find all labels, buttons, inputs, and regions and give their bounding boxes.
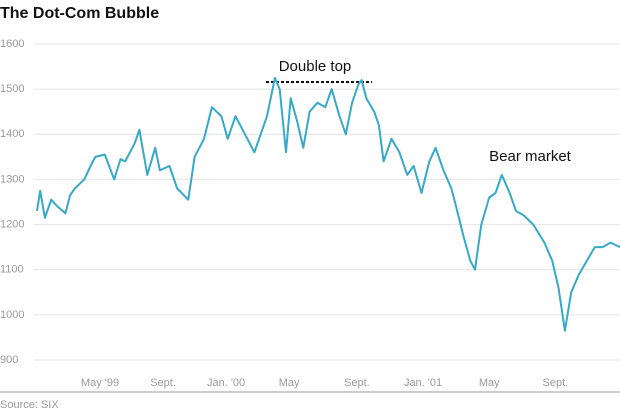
chart-title: The Dot-Com Bubble: [0, 5, 159, 22]
y-tick-label: 900: [0, 354, 18, 366]
x-tick-label: Jan. '01: [404, 377, 442, 389]
x-tick-label: May '99: [81, 377, 119, 389]
x-tick-label: May: [479, 377, 500, 389]
y-tick-label: 1500: [0, 83, 24, 95]
x-tick-label: Jan. '00: [207, 377, 245, 389]
x-tick-label: Sept.: [543, 377, 569, 389]
annotation: Double top: [279, 58, 352, 75]
x-tick-label: Sept.: [344, 377, 370, 389]
source: Source: SIX: [0, 399, 59, 411]
annotation: Bear market: [489, 148, 572, 165]
y-tick-label: 1000: [0, 309, 24, 321]
line: [36, 76, 620, 332]
x-tick-label: May: [279, 377, 300, 389]
y-tick-label: 1400: [0, 128, 24, 140]
y-tick-label: 1100: [0, 264, 24, 276]
y-tick-label: 1200: [0, 218, 24, 230]
y-tick-label: 1600: [0, 38, 24, 50]
y-tick-label: 1300: [0, 173, 24, 185]
x-tick-label: Sept.: [150, 377, 176, 389]
